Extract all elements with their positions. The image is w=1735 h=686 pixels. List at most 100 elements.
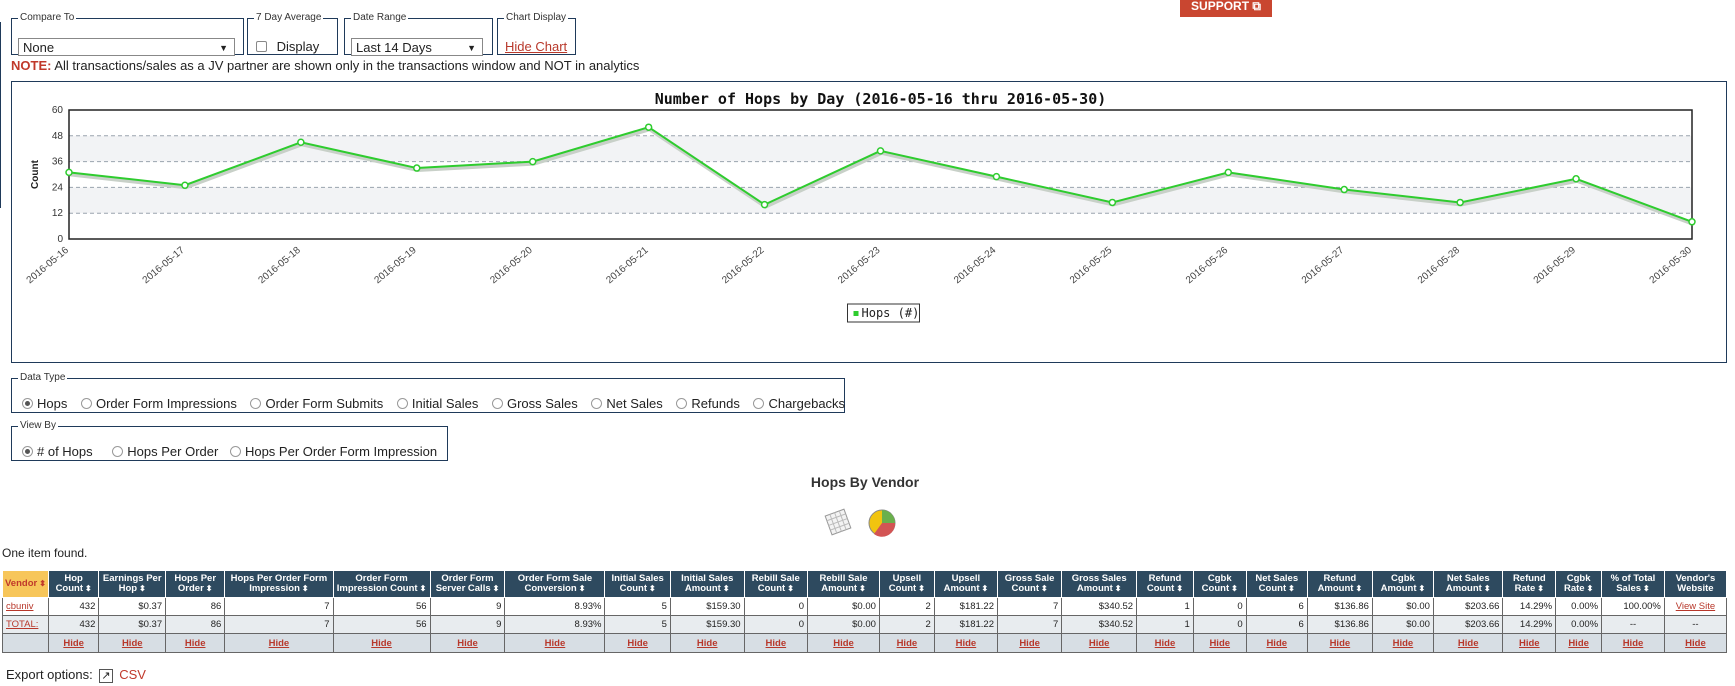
column-header[interactable]: Refund Amount ⬍ [1306, 570, 1373, 598]
column-header[interactable]: Order Form Sale Conversion ⬍ [504, 570, 606, 598]
sort-arrows-icon[interactable]: ⬍ [301, 584, 309, 593]
column-header[interactable]: Gross Sale Count ⬍ [996, 570, 1063, 598]
column-header[interactable]: Vendor's Website [1663, 570, 1728, 598]
hide-column-link[interactable]: Hide [1266, 637, 1288, 649]
radio-order-form-impressions[interactable] [80, 398, 92, 409]
hide-column-link[interactable]: Hide [457, 637, 478, 649]
column-header[interactable]: Hops Per Order ⬍ [165, 570, 226, 598]
column-header[interactable]: Rebill Sale Count ⬍ [743, 570, 809, 598]
column-header[interactable]: Initial Sales Amount ⬍ [669, 570, 745, 598]
sort-arrows-icon[interactable]: ⬍ [419, 584, 427, 593]
column-header[interactable]: Hops Per Order Form Impression ⬍ [224, 570, 334, 598]
display-checkbox[interactable] [256, 41, 267, 52]
column-header[interactable]: Cgbk Rate ⬍ [1555, 570, 1603, 598]
hide-column-link[interactable]: Hide [833, 637, 854, 649]
hops-by-vendor-table: Vendor ⬍ Hop Count ⬍ Earnings Per Hop ⬍ Hops P… [2, 570, 1728, 653]
column-header[interactable]: Refund Rate ⬍ [1502, 570, 1557, 598]
sort-arrows-icon[interactable]: ⬍ [1643, 584, 1650, 593]
sort-arrows-icon[interactable]: ⬍ [139, 584, 146, 593]
column-header[interactable]: Vendor ⬍ [2, 570, 49, 598]
hide-column-link[interactable]: Hide [1392, 637, 1414, 649]
hide-column-link[interactable]: Hide [955, 637, 977, 649]
sort-arrows-icon[interactable]: ⬍ [1288, 584, 1295, 593]
hide-column-link[interactable]: Hide [63, 637, 84, 649]
sort-arrows-icon[interactable]: ⬍ [1418, 584, 1426, 593]
sort-arrows-icon[interactable]: ⬍ [722, 584, 730, 593]
sort-arrows-icon[interactable]: ⬍ [1231, 584, 1238, 593]
hide-column-link[interactable]: Hide [1568, 637, 1589, 649]
column-header[interactable]: Hop Count ⬍ [47, 570, 100, 598]
column-header[interactable]: Gross Sales Amount ⬍ [1061, 570, 1138, 598]
column-header[interactable]: Earnings Per Hop ⬍ [98, 570, 167, 598]
radio-hops-per-order-form-impression[interactable] [229, 446, 241, 457]
sort-arrows-icon[interactable]: ⬍ [787, 584, 794, 593]
sort-arrows-icon[interactable]: ⬍ [859, 584, 866, 593]
hide-column-link[interactable]: Hide [121, 637, 143, 649]
support-button[interactable]: SUPPORT ⧉ [1180, 0, 1272, 17]
spreadsheet-icon[interactable] [822, 506, 854, 538]
radio-gross-sales[interactable] [491, 398, 503, 409]
sort-arrows-icon[interactable]: ⬍ [1537, 584, 1544, 593]
view-site-link[interactable]: View Site [1675, 601, 1716, 612]
column-header[interactable]: Cgbk Amount ⬍ [1371, 570, 1434, 598]
hide-column-link[interactable]: Hide [765, 637, 787, 649]
hide-column-link[interactable]: Hide [1019, 637, 1040, 649]
sort-arrows-icon[interactable]: ⬍ [205, 584, 213, 593]
column-header[interactable]: Order Form Impression Count ⬍ [332, 570, 431, 598]
hide-column-link[interactable]: Hide [1622, 637, 1644, 649]
compare-to-select[interactable]: None ▼ [18, 38, 235, 56]
sort-arrows-icon[interactable]: ⬍ [981, 584, 989, 593]
sort-arrows-icon[interactable]: ⬍ [85, 584, 92, 593]
hide-column-link[interactable]: Hide [1209, 637, 1231, 649]
column-header[interactable]: Cgbk Count ⬍ [1192, 570, 1247, 598]
hide-column-link[interactable]: Hide [1519, 637, 1540, 649]
sort-arrows-icon[interactable]: ⬍ [39, 579, 46, 588]
column-header[interactable]: Net Sales Count ⬍ [1245, 570, 1308, 598]
radio-refunds[interactable] [676, 398, 688, 409]
sort-arrows-icon[interactable]: ⬍ [578, 584, 586, 593]
pie-chart-icon[interactable] [866, 506, 898, 538]
hide-column-link[interactable]: Hide [1329, 637, 1351, 649]
column-header[interactable]: Initial Sales Count ⬍ [604, 570, 671, 598]
hide-column-link[interactable]: Hide [896, 637, 918, 649]
sort-arrows-icon[interactable]: ⬍ [918, 584, 925, 593]
sort-arrows-icon[interactable]: ⬍ [1355, 584, 1363, 593]
radio-order-form-submits[interactable] [250, 398, 262, 409]
date-range-select[interactable]: Last 14 Days ▼ [351, 38, 483, 56]
vendor-link[interactable]: TOTAL: [6, 619, 39, 630]
sort-arrows-icon[interactable]: ⬍ [1483, 584, 1491, 593]
column-header[interactable]: Upsell Amount ⬍ [933, 570, 999, 598]
column-header[interactable]: Rebill Sale Amount ⬍ [807, 570, 880, 598]
hide-column-link[interactable]: Hide [268, 637, 290, 649]
hide-column-link[interactable]: Hide [1457, 637, 1479, 649]
column-header[interactable]: Refund Count ⬍ [1136, 570, 1194, 598]
hide-column-link[interactable]: Hide [696, 637, 718, 649]
hide-column-link[interactable]: Hide [544, 637, 566, 649]
column-header[interactable]: Upsell Count ⬍ [878, 570, 935, 598]
column-header[interactable]: Order Form Server Calls ⬍ [429, 570, 506, 598]
hide-column-link[interactable]: Hide [184, 637, 206, 649]
sort-arrows-icon[interactable]: ⬍ [492, 584, 500, 593]
hide-chart-link[interactable]: Hide Chart [505, 39, 568, 54]
sort-arrows-icon[interactable]: ⬍ [1586, 584, 1594, 593]
sort-arrows-icon[interactable]: ⬍ [1176, 584, 1184, 593]
hide-column-link[interactable]: Hide [1685, 637, 1706, 649]
export-csv-link[interactable]: CSV [119, 667, 146, 682]
hide-column-link[interactable]: Hide [627, 637, 648, 649]
vendor-link[interactable]: cbuniv [6, 601, 34, 612]
column-header[interactable]: Net Sales Amount ⬍ [1432, 570, 1504, 598]
radio-hops[interactable] [22, 398, 33, 409]
radio-chargebacks[interactable] [753, 398, 765, 409]
radio-net-sales[interactable] [591, 398, 603, 409]
column-header[interactable]: % of Total Sales ⬍ [1601, 570, 1665, 598]
sort-arrows-icon[interactable]: ⬍ [1114, 584, 1122, 593]
table-cell: $181.22 [933, 597, 999, 616]
radio-num-of-hops[interactable] [22, 446, 33, 457]
sort-arrows-icon[interactable]: ⬍ [649, 584, 656, 593]
radio-initial-sales[interactable] [396, 398, 408, 409]
sort-arrows-icon[interactable]: ⬍ [1040, 584, 1048, 593]
hide-column-link[interactable]: Hide [371, 637, 392, 649]
radio-hops-per-order[interactable] [112, 446, 124, 457]
hide-column-link[interactable]: Hide [1088, 637, 1110, 649]
hide-column-link[interactable]: Hide [1154, 637, 1176, 649]
